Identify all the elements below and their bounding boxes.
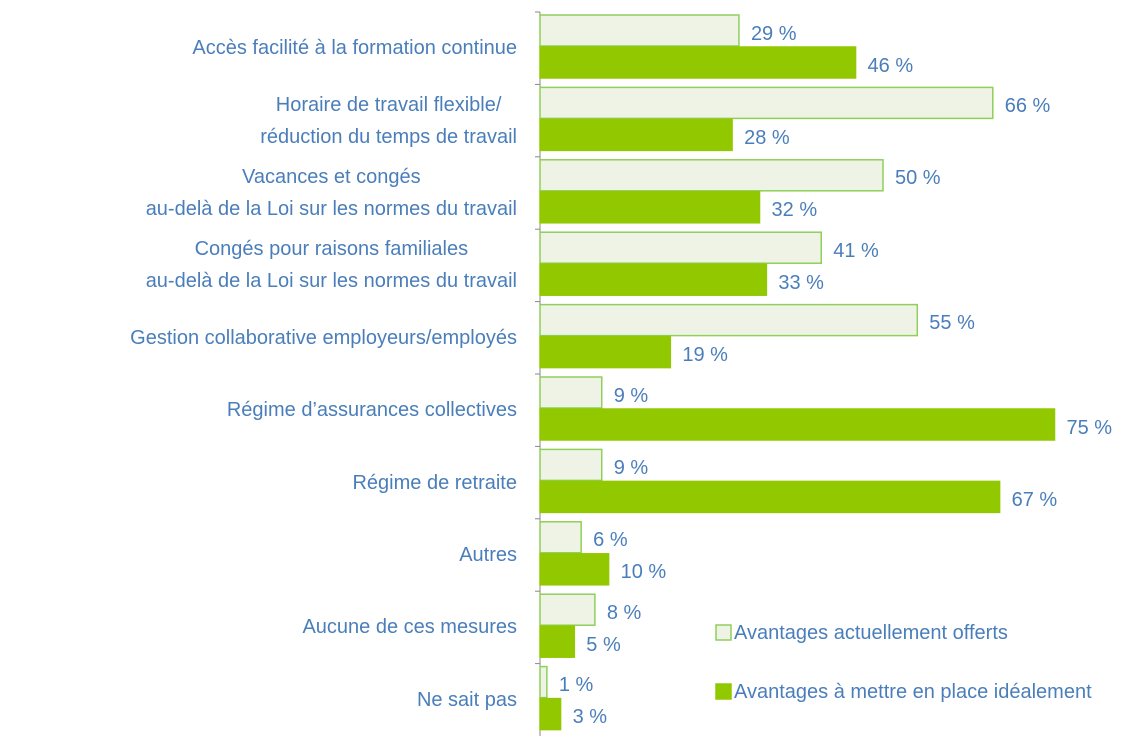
bar [539, 86, 994, 120]
bar [539, 480, 1001, 514]
bar [539, 335, 672, 369]
bar [539, 231, 823, 264]
bar [539, 263, 768, 296]
value-label: 41 % [833, 239, 879, 262]
bar [539, 521, 582, 554]
value-label: 28 % [744, 126, 790, 149]
value-label: 32 % [771, 199, 818, 222]
bar [539, 46, 857, 79]
legend-swatch [715, 683, 732, 700]
bar [539, 593, 596, 626]
bar [539, 191, 761, 224]
category-label: Autres [459, 544, 517, 566]
bar [539, 553, 610, 586]
value-label: 3 % [572, 706, 608, 729]
legend-swatch [715, 624, 732, 641]
category-label: Aucune de ces mesures [302, 616, 517, 639]
value-label: 46 % [867, 54, 914, 77]
category-label: Vacances et congés au-delà de la Loi sur… [145, 166, 517, 220]
bar [539, 625, 576, 658]
bar [539, 118, 733, 152]
value-label: 9 % [613, 384, 649, 407]
category-label: Ne sait pas [416, 688, 517, 711]
value-label: 6 % [593, 529, 628, 552]
value-label: 33 % [778, 271, 824, 294]
category-label: Régime d’assurances collectives [226, 399, 517, 422]
value-label: 67 % [1011, 488, 1058, 511]
value-label: 55 % [929, 312, 975, 335]
value-label: 10 % [620, 561, 667, 584]
bar [539, 376, 603, 409]
category-label: Horaire de travail flexible/ réduction d… [260, 93, 517, 148]
value-label: 19 % [682, 344, 728, 367]
bar [539, 665, 548, 699]
bar [539, 303, 919, 337]
value-label: 9 % [613, 456, 649, 479]
bar [539, 408, 1056, 441]
value-label: 1 % [558, 674, 594, 697]
value-label: 29 % [750, 22, 797, 45]
category-label: Accès facilité à la formation continue [192, 37, 517, 60]
bar [539, 14, 740, 47]
value-label: 66 % [1004, 94, 1051, 117]
category-label: Régime de retraite [352, 471, 517, 494]
bar [539, 159, 884, 192]
bar [539, 448, 603, 482]
value-label: 8 % [606, 601, 642, 624]
value-label: 5 % [586, 633, 621, 656]
legend-label: Avantages actuellement offerts [734, 622, 1008, 644]
value-label: 50 % [895, 167, 941, 190]
category-label: Congés pour raisons familiales au-delà d… [145, 238, 517, 293]
bar [539, 697, 562, 731]
value-label: 75 % [1066, 416, 1113, 439]
category-label: Gestion collaborative employeurs/employé… [130, 326, 517, 349]
legend-label: Avantages à mettre en place idéalement [734, 681, 1092, 703]
